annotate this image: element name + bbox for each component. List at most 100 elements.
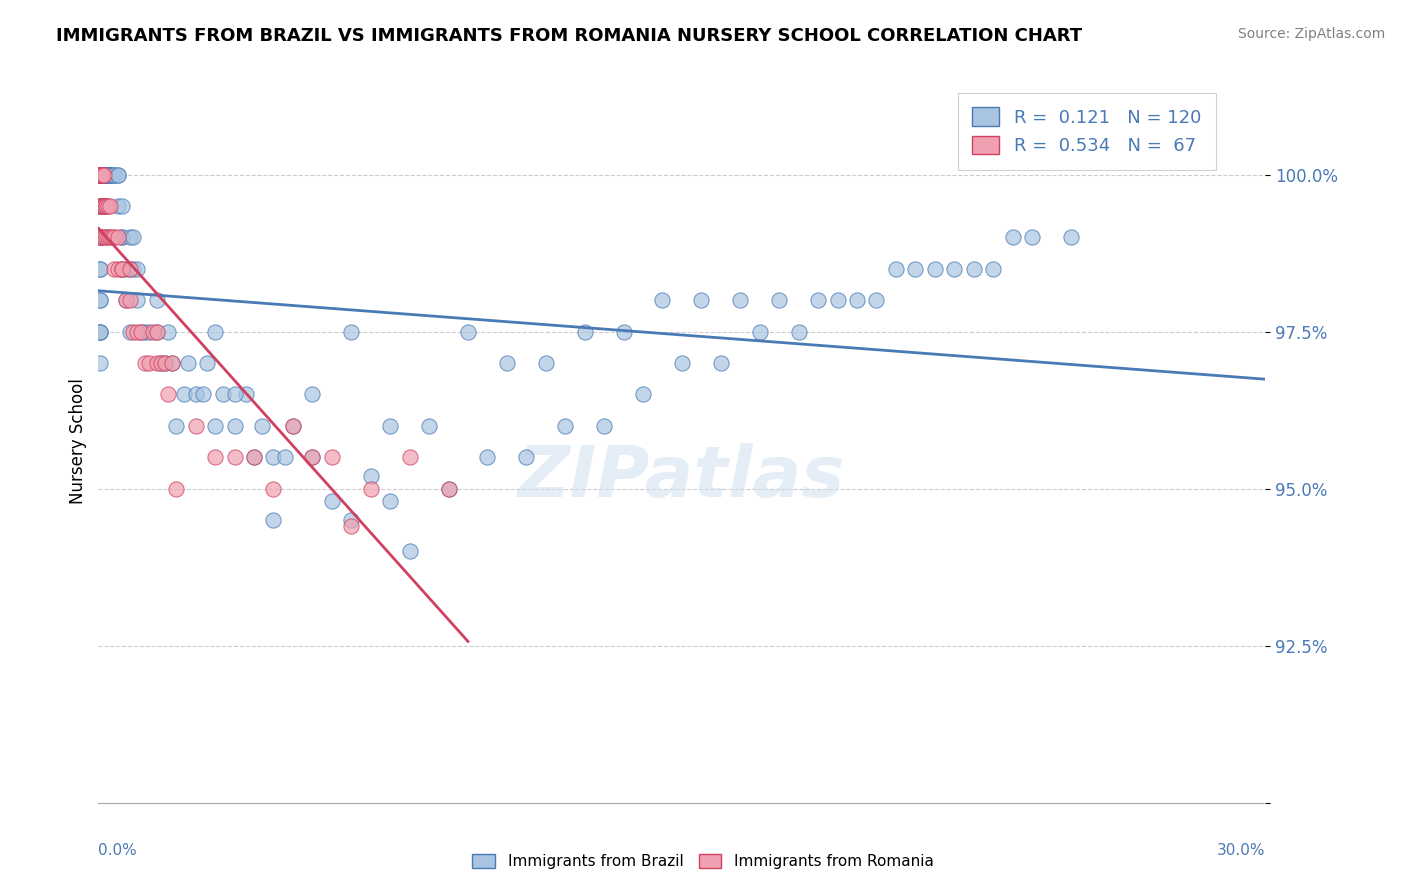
Point: [146, 325, 169, 339]
Point: [89, 230, 111, 244]
Point: [845, 293, 868, 308]
Point: [157, 325, 180, 339]
Point: [89, 325, 111, 339]
Point: [165, 418, 187, 433]
Point: [89, 230, 111, 244]
Point: [89, 168, 111, 182]
Point: [204, 450, 226, 465]
Point: [157, 387, 180, 401]
Point: [534, 356, 557, 370]
Point: [107, 261, 129, 276]
Point: [710, 356, 733, 370]
Point: [111, 199, 134, 213]
Point: [177, 356, 200, 370]
Point: [690, 293, 713, 308]
Point: [89, 293, 111, 308]
Point: [89, 325, 111, 339]
Point: [398, 450, 420, 465]
Point: [114, 293, 136, 308]
Point: [91, 199, 114, 213]
Point: [114, 261, 136, 276]
Legend: Immigrants from Brazil, Immigrants from Romania: Immigrants from Brazil, Immigrants from …: [467, 848, 939, 875]
Point: [962, 261, 984, 276]
Point: [114, 293, 136, 308]
Point: [91, 168, 114, 182]
Point: [89, 325, 111, 339]
Point: [496, 356, 519, 370]
Point: [631, 387, 654, 401]
Point: [301, 450, 323, 465]
Point: [89, 261, 111, 276]
Point: [224, 387, 246, 401]
Point: [437, 482, 460, 496]
Point: [398, 544, 420, 558]
Point: [89, 261, 111, 276]
Point: [827, 293, 849, 308]
Point: [142, 325, 165, 339]
Point: [96, 168, 118, 182]
Point: [91, 168, 114, 182]
Point: [118, 261, 141, 276]
Point: [91, 230, 114, 244]
Point: [98, 168, 121, 182]
Point: [89, 230, 111, 244]
Point: [768, 293, 790, 308]
Point: [243, 450, 266, 465]
Point: [122, 261, 145, 276]
Point: [89, 168, 111, 182]
Point: [93, 199, 115, 213]
Point: [134, 325, 156, 339]
Point: [89, 168, 111, 182]
Point: [360, 469, 382, 483]
Point: [107, 199, 129, 213]
Point: [138, 325, 160, 339]
Point: [89, 168, 111, 182]
Point: [651, 293, 673, 308]
Point: [321, 494, 343, 508]
Point: [146, 356, 169, 370]
Point: [281, 418, 304, 433]
Point: [111, 261, 134, 276]
Point: [89, 356, 111, 370]
Point: [165, 482, 187, 496]
Point: [153, 356, 176, 370]
Point: [149, 356, 172, 370]
Point: [149, 356, 172, 370]
Point: [262, 450, 284, 465]
Point: [111, 230, 134, 244]
Point: [418, 418, 440, 433]
Point: [111, 230, 134, 244]
Point: [138, 356, 160, 370]
Point: [274, 450, 297, 465]
Point: [212, 387, 235, 401]
Point: [98, 199, 121, 213]
Point: [97, 199, 120, 213]
Point: [262, 513, 284, 527]
Point: [96, 230, 118, 244]
Point: [1001, 230, 1024, 244]
Point: [91, 168, 114, 182]
Point: [93, 168, 115, 182]
Point: [118, 325, 141, 339]
Point: [904, 261, 927, 276]
Point: [184, 387, 207, 401]
Point: [93, 168, 115, 182]
Point: [321, 450, 343, 465]
Point: [89, 168, 111, 182]
Text: ZIPatlas: ZIPatlas: [519, 443, 845, 512]
Point: [195, 356, 218, 370]
Point: [111, 261, 134, 276]
Point: [91, 168, 114, 182]
Point: [162, 356, 184, 370]
Point: [89, 199, 111, 213]
Point: [89, 168, 111, 182]
Point: [118, 261, 141, 276]
Point: [103, 261, 125, 276]
Point: [301, 387, 323, 401]
Point: [107, 168, 129, 182]
Point: [89, 168, 111, 182]
Point: [122, 325, 145, 339]
Point: [89, 199, 111, 213]
Point: [748, 325, 770, 339]
Point: [477, 450, 499, 465]
